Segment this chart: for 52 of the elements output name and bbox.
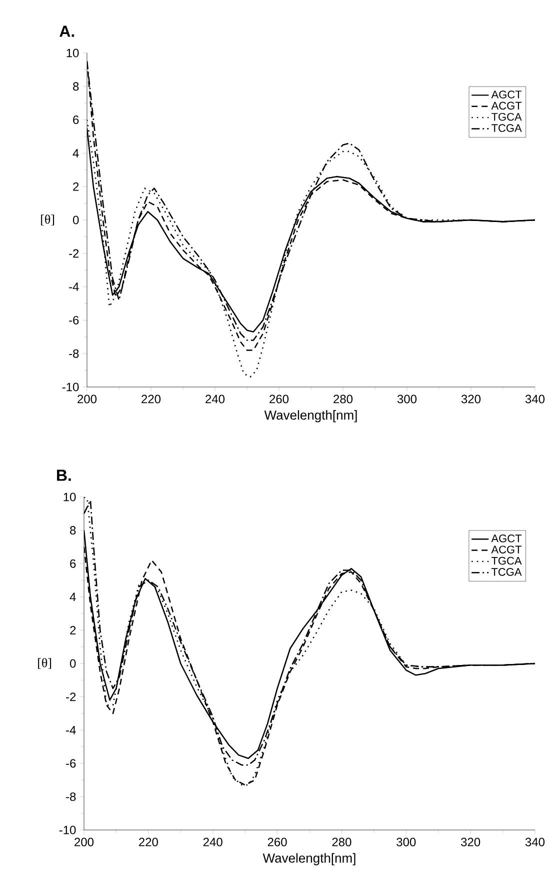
legend-label: TCGA bbox=[491, 568, 522, 576]
y-tick-label: 6 bbox=[73, 116, 79, 124]
x-tick-label: 320 bbox=[461, 838, 480, 846]
x-tick-label: 340 bbox=[525, 838, 545, 846]
y-tick-label: -10 bbox=[62, 382, 79, 392]
y-tick-label: 8 bbox=[73, 82, 79, 91]
x-tick-label: 240 bbox=[203, 838, 222, 846]
y-tick-label: 4 bbox=[72, 149, 79, 158]
y-tick-label: 6 bbox=[70, 559, 76, 568]
y-tick-label: 10 bbox=[64, 492, 76, 502]
y-tick-label: -6 bbox=[69, 316, 79, 324]
y-tick-label: 0 bbox=[70, 659, 76, 668]
x-tick-label: 300 bbox=[397, 394, 417, 404]
chart-title: A. bbox=[60, 26, 74, 37]
y-tick-label: -6 bbox=[66, 759, 76, 768]
x-tick-label: 280 bbox=[332, 838, 352, 846]
y-axis-title: [θ] bbox=[38, 658, 52, 669]
y-tick-label: 10 bbox=[66, 48, 79, 58]
y-tick-label: 8 bbox=[70, 526, 76, 535]
legend-label: ACGT bbox=[491, 102, 522, 110]
x-tick-label: 300 bbox=[396, 838, 416, 846]
y-tick-label: -8 bbox=[66, 792, 76, 801]
y-tick-label: 4 bbox=[70, 592, 76, 602]
y-tick-label: -2 bbox=[69, 249, 79, 258]
x-tick-label: 320 bbox=[461, 394, 481, 404]
legend-label: TGCA bbox=[491, 556, 522, 565]
legend-label: AGCT bbox=[491, 534, 522, 542]
legend-label: TCGA bbox=[492, 124, 522, 132]
x-tick-label: 280 bbox=[334, 394, 353, 404]
x-tick-label: 260 bbox=[268, 838, 287, 846]
y-axis-title: [θ] bbox=[41, 214, 54, 226]
y-tick-label: 2 bbox=[70, 626, 76, 634]
chart-title: B. bbox=[57, 470, 71, 481]
y-tick-label: 2 bbox=[73, 182, 79, 191]
y-tick-label: -4 bbox=[69, 282, 79, 291]
legend-label: ACGT bbox=[491, 546, 522, 554]
y-tick-label: 0 bbox=[72, 216, 79, 224]
x-axis-title: Wavelength[nm] bbox=[264, 410, 357, 422]
x-axis-title: Wavelength[nm] bbox=[262, 853, 356, 866]
y-tick-label: -4 bbox=[66, 726, 76, 734]
x-tick-label: 240 bbox=[206, 394, 225, 404]
x-tick-label: 340 bbox=[525, 394, 545, 404]
x-tick-label: 200 bbox=[74, 838, 94, 846]
y-tick-label: -10 bbox=[59, 826, 76, 834]
x-tick-label: 200 bbox=[78, 394, 97, 404]
x-tick-label: 220 bbox=[142, 394, 161, 404]
x-tick-label: 220 bbox=[139, 838, 158, 846]
y-tick-label: -8 bbox=[69, 349, 79, 358]
legend-label: AGCT bbox=[491, 90, 522, 98]
legend-label: TGCA bbox=[492, 112, 522, 121]
x-tick-label: 260 bbox=[270, 394, 289, 404]
y-tick-label: -2 bbox=[66, 692, 76, 701]
